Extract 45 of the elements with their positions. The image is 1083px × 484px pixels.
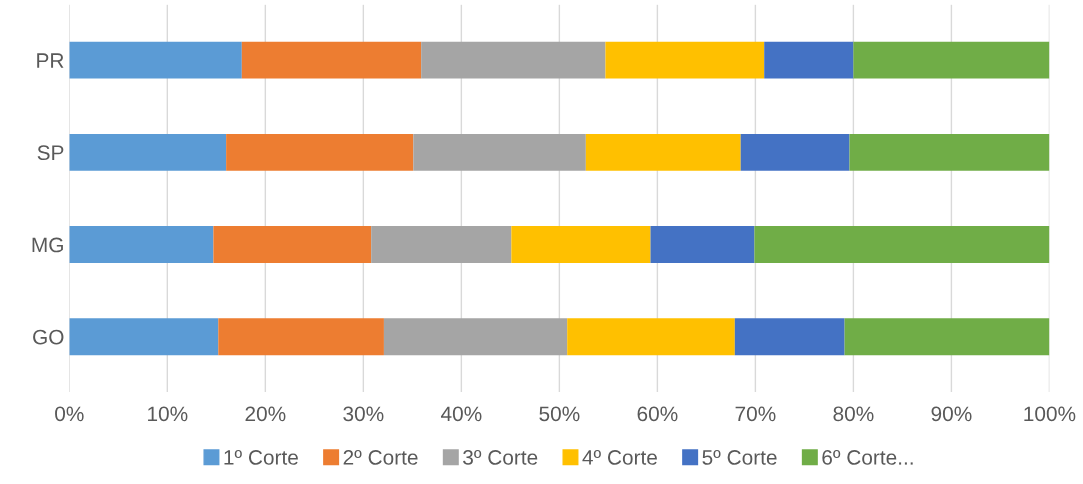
y-tick-label: PR <box>37 53 64 68</box>
bar <box>605 41 765 79</box>
x-tick-label: 60% <box>637 406 678 422</box>
bar <box>421 41 606 79</box>
bar <box>740 133 850 171</box>
bar <box>413 133 586 171</box>
legend-label: 5º Corte <box>702 450 777 465</box>
bar <box>69 41 242 79</box>
bar <box>585 133 741 171</box>
x-tick-label: 100% <box>1024 406 1076 422</box>
x-tick-label: 80% <box>833 406 874 422</box>
bar <box>650 226 755 263</box>
bar <box>849 133 1050 171</box>
legend-label: 1º Corte <box>224 450 298 465</box>
bar <box>511 226 651 263</box>
bar <box>734 318 845 356</box>
x-tick-label: 70% <box>735 406 776 422</box>
x-tick-label: 0% <box>55 406 84 422</box>
x-tick-label: 40% <box>440 406 482 422</box>
bar <box>371 226 512 263</box>
x-tick-label: 20% <box>245 406 286 422</box>
bar <box>383 318 568 356</box>
x-tick-label: 50% <box>539 406 580 422</box>
legend-label: 4º Corte <box>582 450 657 465</box>
bar <box>567 318 735 356</box>
legend-label: 3º Corte <box>463 450 538 465</box>
bar <box>69 318 219 356</box>
bar <box>218 318 384 356</box>
y-tick-label: GO <box>33 329 64 345</box>
bar <box>844 318 1050 356</box>
legend-label: 6º Corte... <box>822 450 913 465</box>
y-tick-label: SP <box>37 145 64 161</box>
bar <box>69 133 227 171</box>
x-tick-label: 10% <box>148 406 188 422</box>
x-tick-label: 90% <box>931 406 972 422</box>
bar <box>241 41 422 79</box>
bar <box>853 41 1050 79</box>
bar <box>754 226 1050 263</box>
bar <box>764 41 854 79</box>
bar <box>213 226 372 263</box>
bar <box>226 133 414 171</box>
bar <box>69 226 214 263</box>
x-tick-label: 30% <box>343 406 384 422</box>
legend-label: 2º Corte <box>343 450 418 465</box>
y-tick-label: MG <box>32 237 63 253</box>
